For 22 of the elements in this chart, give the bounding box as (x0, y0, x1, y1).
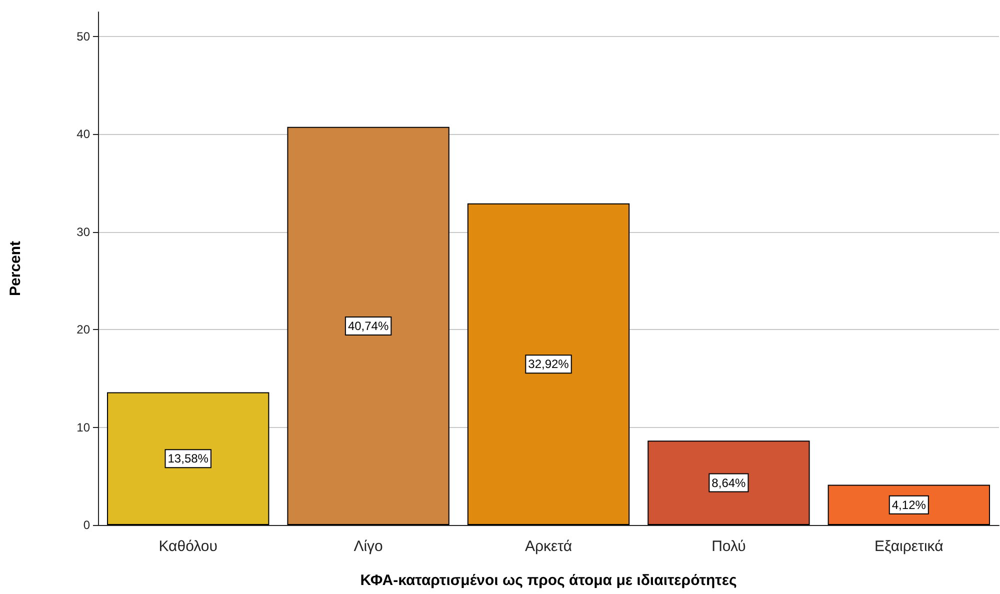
data-label: 4,12% (892, 498, 926, 512)
y-tick-label: 50 (76, 29, 90, 44)
x-tick-label: Καθόλου (158, 538, 218, 555)
bar (107, 392, 270, 525)
data-label: 32,92% (528, 357, 570, 372)
data-label: 40,74% (348, 318, 389, 333)
y-tick-label: 40 (76, 127, 90, 142)
data-label: 13,58% (168, 452, 209, 466)
y-tick-label: 0 (83, 518, 90, 532)
y-axis-title: Percent (7, 240, 24, 296)
x-tick-label: Λίγο (354, 538, 383, 555)
bar (287, 126, 450, 525)
x-axis-title: ΚΦΑ-καταρτισμένοι ως προς άτομα με ιδιαιτερότητες (360, 572, 737, 589)
x-tick-label: Εξαιρετικά (874, 538, 944, 555)
bar (648, 440, 810, 525)
data-label: 8,64% (712, 476, 746, 490)
y-tick-label: 20 (76, 322, 90, 337)
y-tick-label: 30 (76, 224, 90, 239)
y-tick-label: 10 (76, 420, 90, 434)
x-tick-label: Πολύ (712, 538, 746, 555)
x-tick-label: Αρκετά (524, 538, 572, 555)
bar (467, 203, 630, 525)
